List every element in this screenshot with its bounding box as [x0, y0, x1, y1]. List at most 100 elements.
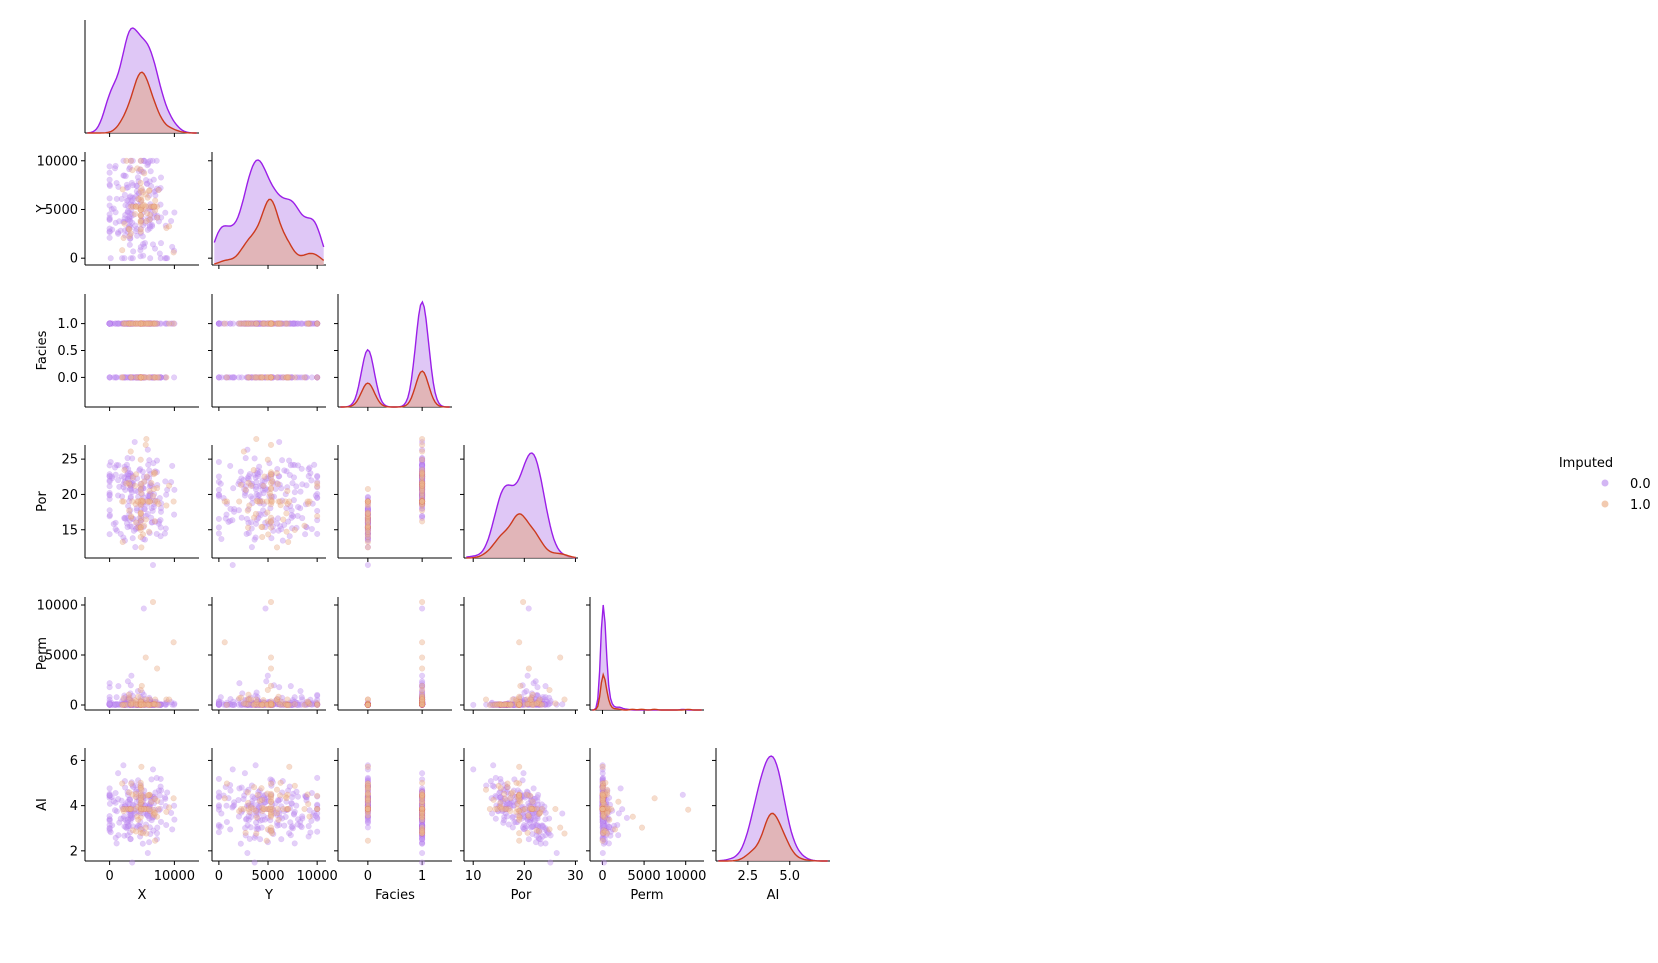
scatter-point	[253, 479, 260, 486]
scatter-point	[140, 374, 147, 381]
scatter-point	[130, 374, 137, 381]
scatter-point	[135, 374, 142, 381]
y-tick-label: 20	[61, 488, 78, 503]
scatter-point	[121, 374, 128, 381]
scatter-point	[148, 183, 155, 190]
scatter-point	[120, 234, 127, 242]
scatter-point	[139, 320, 146, 327]
scatter-point	[286, 763, 293, 770]
scatter-point	[111, 165, 119, 172]
scatter-point	[274, 822, 281, 829]
scatter-point	[218, 810, 225, 817]
scatter-point	[152, 374, 159, 381]
scatter-point	[150, 205, 157, 212]
scatter-point	[129, 535, 136, 542]
scatter-point	[137, 157, 144, 164]
scatter-point	[283, 320, 290, 327]
scatter-point	[419, 456, 426, 463]
scatter-point	[137, 686, 144, 694]
scatter-point	[419, 441, 426, 448]
scatter-point	[108, 320, 115, 327]
scatter-point	[127, 218, 134, 225]
scatter-point	[157, 184, 164, 192]
scatter-point	[121, 320, 128, 327]
scatter-point	[129, 219, 136, 226]
scatter-point	[137, 230, 144, 237]
scatter-point	[148, 320, 155, 327]
scatter-point	[528, 823, 536, 830]
scatter-point	[284, 487, 291, 495]
scatter-point	[245, 374, 252, 381]
scatter-point	[273, 810, 280, 817]
scatter-point	[123, 320, 130, 327]
scatter-point	[516, 639, 523, 646]
scatter-point	[364, 561, 371, 569]
scatter-point	[121, 466, 128, 474]
scatter-point	[153, 530, 160, 537]
scatter-point	[516, 792, 523, 799]
scatter-point	[298, 694, 305, 701]
scatter-point	[153, 214, 160, 221]
scatter-point	[286, 457, 293, 464]
scatter-point	[152, 810, 159, 817]
scatter-point	[525, 812, 532, 819]
scatter-point	[245, 473, 252, 480]
scatter-point	[124, 320, 131, 327]
scatter-point	[132, 519, 140, 526]
scatter-point	[157, 374, 164, 381]
scatter-point	[137, 166, 144, 173]
scatter-point	[135, 374, 142, 381]
scatter-point	[129, 374, 136, 381]
scatter-point	[130, 374, 137, 381]
scatter-point	[261, 374, 269, 381]
scatter-point	[507, 807, 514, 815]
scatter-point	[419, 470, 426, 477]
scatter-point	[162, 222, 169, 229]
scatter-point	[215, 458, 222, 466]
scatter-point	[121, 218, 128, 225]
scatter-point	[419, 598, 426, 606]
scatter-point	[124, 217, 131, 224]
scatter-point	[157, 174, 165, 181]
scatter-point	[308, 525, 315, 533]
scatter-point	[509, 814, 516, 821]
scatter-point	[125, 197, 132, 204]
scatter-point	[524, 829, 531, 836]
scatter-point	[106, 813, 113, 820]
scatter-point	[132, 203, 140, 210]
scatter-point	[263, 678, 270, 685]
scatter-point	[279, 537, 286, 544]
scatter-point	[231, 374, 238, 381]
scatter-point	[143, 435, 150, 443]
scatter-point	[137, 320, 144, 327]
y-tick-label: 10000	[37, 154, 78, 169]
scatter-point	[419, 849, 426, 857]
scatter-point	[139, 233, 146, 240]
scatter-point	[157, 374, 165, 381]
scatter-point	[145, 320, 152, 327]
scatter-point	[240, 700, 247, 707]
scatter-point	[113, 179, 120, 187]
scatter-point	[314, 507, 321, 514]
scatter-point	[124, 678, 131, 685]
scatter-point	[148, 374, 155, 381]
scatter-point	[153, 320, 160, 327]
scatter-point	[141, 243, 148, 250]
scatter-point	[227, 787, 234, 794]
scatter-point	[155, 218, 162, 225]
scatter-point	[237, 468, 244, 475]
scatter-point	[311, 320, 318, 327]
scatter-point	[144, 498, 151, 505]
scatter-point	[169, 462, 176, 469]
scatter-point	[141, 374, 149, 381]
scatter-point	[143, 696, 150, 703]
x-tick-label: 0	[215, 869, 223, 884]
scatter-point	[110, 205, 117, 212]
scatter-point	[127, 448, 134, 455]
panel-Perm-vs-Perm	[586, 597, 704, 714]
scatter-point	[251, 320, 258, 327]
scatter-point	[126, 374, 133, 381]
scatter-point	[137, 157, 144, 164]
panel-Facies-vs-Facies	[334, 294, 452, 411]
scatter-point	[290, 474, 298, 481]
